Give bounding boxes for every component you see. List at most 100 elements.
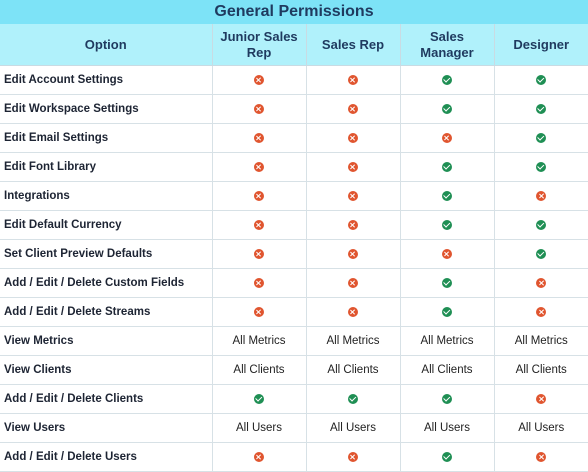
x-circle-icon (348, 103, 358, 114)
permission-cell (211, 210, 307, 240)
permission-cell (305, 384, 401, 414)
permission-scope-cell: All Metrics (305, 326, 401, 356)
permission-cell (399, 181, 495, 211)
check-circle-icon (442, 451, 452, 462)
check-circle-icon (536, 161, 547, 172)
option-label: View Users (0, 413, 213, 443)
permission-scope-cell: All Users (493, 413, 588, 443)
column-header-sales-manager: Sales Manager (399, 24, 495, 66)
x-circle-icon (442, 132, 452, 143)
permission-cell (211, 152, 307, 182)
option-label: Integrations (0, 181, 213, 211)
x-circle-icon (348, 161, 358, 172)
x-circle-icon (348, 132, 358, 143)
option-label: Edit Email Settings (0, 123, 213, 153)
option-label: Edit Font Library (0, 152, 213, 182)
column-header-sales-rep: Sales Rep (305, 24, 401, 66)
x-circle-icon (536, 190, 547, 201)
x-circle-icon (348, 74, 358, 85)
option-label: Add / Edit / Delete Streams (0, 297, 213, 327)
permission-cell (493, 268, 588, 298)
x-circle-icon (254, 248, 264, 259)
option-label: Edit Default Currency (0, 210, 213, 240)
x-circle-icon (348, 248, 358, 259)
permission-cell (399, 210, 495, 240)
permission-cell (305, 181, 401, 211)
x-circle-icon (536, 451, 547, 462)
permission-cell (211, 297, 307, 327)
x-circle-icon (254, 74, 264, 85)
permissions-table: Option Junior Sales Rep Sales Rep Sales … (0, 24, 588, 472)
permission-cell (211, 65, 307, 95)
table-row: Edit Account Settings (0, 65, 588, 95)
option-label: Edit Account Settings (0, 65, 213, 95)
permission-cell (211, 123, 307, 153)
permission-cell (211, 384, 307, 414)
permission-cell (493, 297, 588, 327)
x-circle-icon (536, 306, 547, 317)
table-row: View Metrics All Metrics All Metrics All Me… (0, 326, 588, 356)
permission-cell (305, 123, 401, 153)
x-circle-icon (348, 306, 358, 317)
option-label: Add / Edit / Delete Users (0, 442, 213, 472)
table-row: Edit Font Library (0, 152, 588, 182)
permission-cell (399, 152, 495, 182)
permission-scope-cell: All Metrics (211, 326, 307, 356)
permission-cell (399, 268, 495, 298)
table-body: Edit Account Settings Edit Workspace Sett… (0, 65, 588, 472)
permission-scope-cell: All Clients (399, 355, 495, 385)
x-circle-icon (348, 451, 358, 462)
table-row: Add / Edit / Delete Clients (0, 384, 588, 414)
permission-cell (493, 123, 588, 153)
permission-cell (493, 384, 588, 414)
check-circle-icon (536, 219, 547, 230)
column-header-designer: Designer (493, 24, 588, 66)
x-circle-icon (348, 219, 358, 230)
header-row: Option Junior Sales Rep Sales Rep Sales … (0, 24, 588, 66)
permission-cell (211, 94, 307, 124)
option-label: View Metrics (0, 326, 213, 356)
permission-scope-cell: All Users (399, 413, 495, 443)
permission-cell (399, 239, 495, 269)
check-circle-icon (442, 103, 452, 114)
check-circle-icon (536, 132, 547, 143)
check-circle-icon (442, 219, 452, 230)
permission-cell (493, 65, 588, 95)
table-row: View Users All Users All Users All Users All… (0, 413, 588, 443)
x-circle-icon (254, 306, 264, 317)
permission-cell (399, 384, 495, 414)
x-circle-icon (254, 103, 264, 114)
permission-cell (305, 65, 401, 95)
table-title: General Permissions (0, 0, 588, 24)
check-circle-icon (536, 248, 547, 259)
table-row: View Clients All Clients All Clients All Cl… (0, 355, 588, 385)
permission-cell (399, 297, 495, 327)
table-row: Add / Edit / Delete Custom Fields (0, 268, 588, 298)
column-header-junior-sales-rep: Junior Sales Rep (211, 24, 307, 66)
check-circle-icon (442, 190, 452, 201)
table-row: Integrations (0, 181, 588, 211)
check-circle-icon (442, 306, 452, 317)
x-circle-icon (254, 451, 264, 462)
permission-cell (399, 442, 495, 472)
permission-cell (305, 210, 401, 240)
check-circle-icon (536, 103, 547, 114)
permission-scope-cell: All Clients (211, 355, 307, 385)
permission-scope-cell: All Users (211, 413, 307, 443)
x-circle-icon (348, 277, 358, 288)
permission-scope-cell: All Metrics (493, 326, 588, 356)
permission-cell (493, 94, 588, 124)
check-circle-icon (442, 393, 452, 404)
permission-cell (493, 239, 588, 269)
permission-cell (305, 268, 401, 298)
permission-cell (493, 152, 588, 182)
check-circle-icon (536, 74, 547, 85)
table-row: Edit Default Currency (0, 210, 588, 240)
permission-cell (211, 239, 307, 269)
table-row: Add / Edit / Delete Users (0, 442, 588, 472)
column-header-option: Option (0, 24, 213, 66)
table-row: Edit Email Settings (0, 123, 588, 153)
permission-cell (305, 94, 401, 124)
permission-cell (211, 442, 307, 472)
